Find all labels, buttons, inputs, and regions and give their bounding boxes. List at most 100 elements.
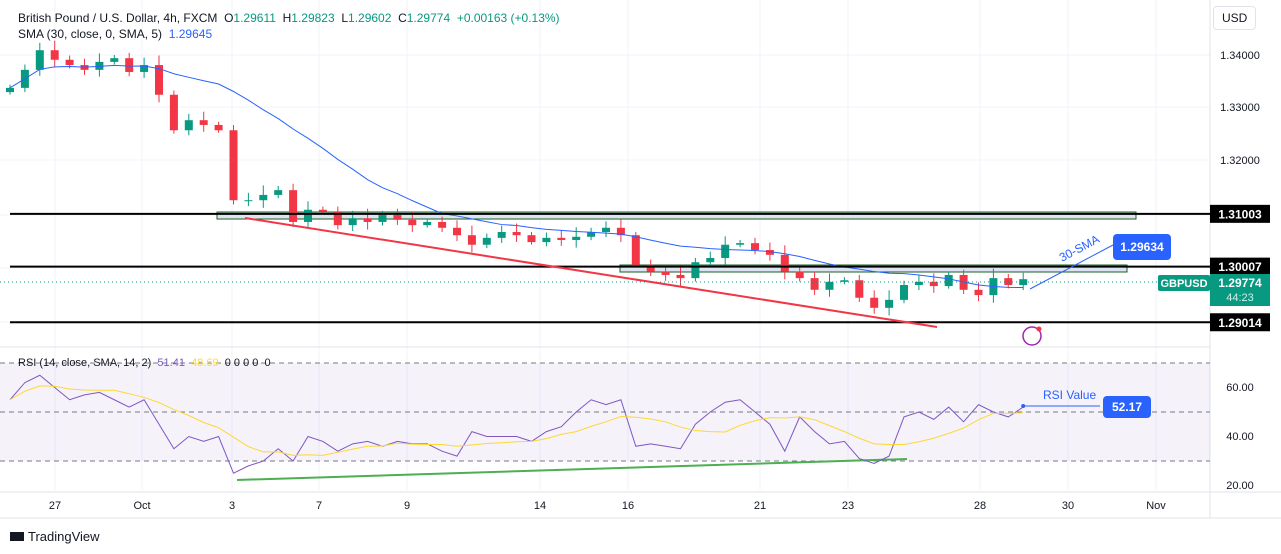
- last-price-label: 1.29774: [1218, 276, 1262, 290]
- candle-body: [35, 50, 44, 70]
- candle-body: [929, 281, 938, 287]
- candle-body: [646, 264, 655, 272]
- time-tick: 14: [534, 500, 546, 512]
- candle-body: [244, 200, 253, 202]
- sma-annotation-text: 30-SMA: [1057, 232, 1102, 265]
- candle-body: [6, 87, 14, 93]
- candle-body: [378, 215, 387, 222]
- tradingview-icon: [10, 532, 24, 541]
- candle-body: [1019, 279, 1028, 286]
- rsi-legend[interactable]: RSI (14, close, SMA, 14, 2) 51.41 48.69 …: [18, 357, 271, 369]
- candle-body: [229, 130, 238, 201]
- resistance-zone: [216, 211, 1137, 220]
- candle-body: [557, 237, 566, 240]
- brand-name: TradingView: [28, 529, 100, 544]
- candle-body: [169, 94, 178, 131]
- candle-body: [661, 271, 670, 275]
- rsi-tick: 40.00: [1226, 431, 1254, 443]
- candle-body: [616, 227, 625, 236]
- price-tick: 1.32000: [1220, 155, 1260, 167]
- candle-body: [572, 236, 581, 240]
- candle-body: [736, 243, 745, 245]
- candle-body: [795, 271, 804, 279]
- candle-body: [602, 227, 610, 233]
- time-tick: 3: [229, 500, 235, 512]
- candle-body: [780, 254, 789, 272]
- rsi-zeros: 0 0 0 0: [224, 357, 259, 369]
- time-tick: 9: [404, 500, 410, 512]
- rsi-tag-label: 52.17: [1112, 400, 1142, 414]
- candle-body: [259, 194, 268, 201]
- currency-button[interactable]: USD: [1213, 6, 1257, 30]
- open-label: O: [224, 11, 234, 25]
- candle-body: [348, 218, 357, 226]
- tradingview-logo[interactable]: TradingView: [10, 529, 100, 544]
- candle-body: [408, 219, 417, 226]
- candle-body: [304, 209, 312, 222]
- time-tick: 28: [974, 500, 986, 512]
- candle-body: [825, 281, 834, 290]
- countdown-label: 44:23: [1226, 292, 1254, 304]
- level-label: 1.31003: [1218, 207, 1262, 221]
- candle-body: [527, 235, 536, 243]
- low-label: L: [341, 11, 349, 25]
- time-tick: Oct: [133, 500, 150, 512]
- symbol-tag: [1158, 275, 1210, 291]
- rsi-trendline: [236, 458, 908, 481]
- low-value: 1.29602: [348, 11, 392, 25]
- candle-body: [453, 227, 461, 236]
- sma-line: [9, 64, 1024, 288]
- candle-body: [587, 232, 596, 237]
- rsi-annotation-point: [1021, 404, 1026, 408]
- time-tick: 21: [754, 500, 766, 512]
- time-tick: 16: [622, 500, 634, 512]
- candle-body: [199, 120, 208, 125]
- close-label: C: [398, 11, 407, 25]
- candle-body: [393, 215, 402, 220]
- candle-body: [184, 120, 193, 131]
- time-tick: Nov: [1146, 500, 1166, 512]
- candle-body: [110, 58, 119, 62]
- candle-body: [423, 221, 432, 226]
- time-tick: 30: [1062, 500, 1074, 512]
- rsi-sma-line: [9, 385, 1024, 456]
- sma-legend[interactable]: SMA (30, close, 0, SMA, 5) 1.29645: [18, 27, 212, 41]
- candle-body: [900, 285, 908, 300]
- candle-body: [676, 274, 685, 279]
- price-tick: 1.34000: [1220, 50, 1260, 62]
- candle-body: [333, 211, 342, 226]
- candle-body: [512, 232, 521, 236]
- candle-body: [65, 59, 74, 66]
- open-value: 1.29611: [233, 11, 276, 25]
- candle-body: [318, 209, 327, 212]
- rsi-annotation-text: RSI Value: [1043, 388, 1096, 402]
- sma-label: SMA (30, close, 0, SMA, 5): [18, 27, 163, 41]
- candle-body: [706, 257, 715, 263]
- event-icon: [1022, 326, 1042, 346]
- candle-body: [289, 190, 298, 222]
- candle-body: [274, 190, 283, 195]
- time-tick: 23: [842, 500, 854, 512]
- candle-body: [140, 65, 149, 72]
- candle-body: [944, 274, 953, 287]
- time-tick: 7: [316, 500, 322, 512]
- rsi-sma-value: 48.69: [191, 357, 219, 369]
- level-tag: [1210, 313, 1270, 332]
- level-label: 1.29014: [1218, 316, 1262, 330]
- candle-body: [438, 221, 447, 228]
- candle-body: [870, 297, 879, 308]
- descending-trendline: [244, 217, 938, 328]
- candle-body: [363, 218, 372, 222]
- candle-body: [542, 237, 551, 243]
- candle-body: [214, 124, 223, 131]
- close-value: 1.29774: [406, 11, 451, 25]
- candle-body: [691, 262, 700, 279]
- sma-annotation-line: [1029, 244, 1114, 290]
- rsi-line: [9, 374, 1024, 474]
- symbol-tag-label: GBPUSD: [1160, 278, 1207, 290]
- candle-body: [914, 281, 923, 286]
- time-tick: 27: [49, 500, 61, 512]
- candle-body: [885, 299, 894, 308]
- chart-legend: British Pound / U.S. Dollar, 4h, FXCM O1…: [18, 11, 560, 25]
